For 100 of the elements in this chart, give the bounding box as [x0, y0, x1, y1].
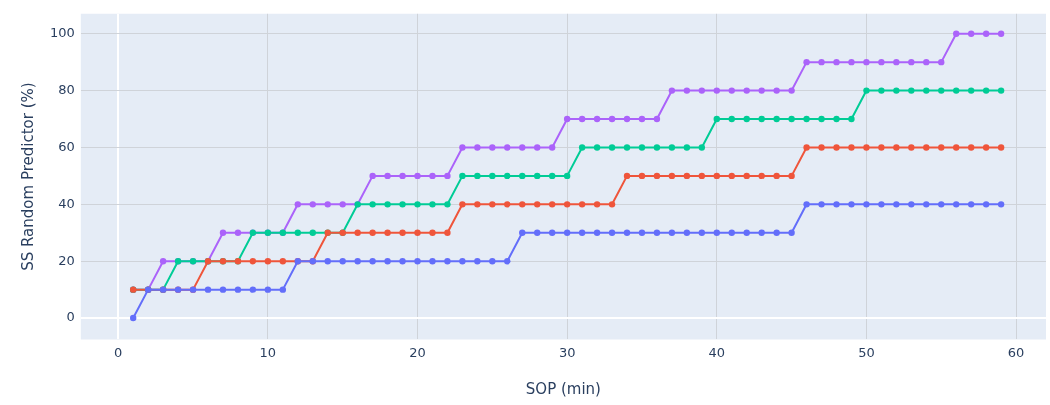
point	[234, 229, 242, 236]
point	[578, 229, 586, 236]
point	[982, 30, 990, 37]
point	[878, 58, 885, 66]
point	[384, 172, 391, 180]
point	[444, 229, 451, 236]
point	[728, 229, 735, 236]
point	[728, 87, 735, 94]
point	[743, 87, 750, 94]
point	[713, 172, 720, 180]
x-tick-label: 20	[409, 344, 426, 360]
point	[698, 87, 706, 94]
point	[982, 144, 990, 151]
point	[534, 201, 541, 208]
point	[893, 58, 900, 66]
point	[953, 144, 960, 151]
point	[982, 201, 990, 208]
point	[384, 258, 391, 265]
point	[638, 172, 646, 180]
point	[728, 172, 735, 180]
point	[444, 172, 451, 180]
point	[264, 258, 272, 265]
point	[683, 172, 691, 180]
point	[803, 58, 810, 66]
point	[309, 229, 316, 236]
point	[459, 258, 466, 265]
point	[608, 115, 616, 123]
point	[938, 144, 945, 151]
point	[728, 115, 735, 123]
point	[369, 258, 376, 265]
point	[997, 201, 1005, 208]
point	[608, 144, 616, 151]
point	[833, 144, 840, 151]
point	[713, 87, 720, 94]
point	[489, 258, 496, 265]
point	[324, 258, 331, 265]
point	[608, 201, 616, 208]
point	[234, 286, 242, 293]
point	[893, 201, 900, 208]
point	[294, 201, 301, 208]
point	[758, 115, 765, 123]
point	[534, 172, 541, 180]
point	[773, 115, 780, 123]
point	[683, 87, 691, 94]
point	[279, 286, 287, 293]
point	[414, 201, 421, 208]
point	[279, 258, 287, 265]
point	[758, 229, 765, 236]
point	[743, 229, 750, 236]
point	[474, 144, 481, 151]
point	[474, 201, 481, 208]
point	[519, 229, 526, 236]
point	[593, 115, 601, 123]
point	[698, 229, 706, 236]
point	[803, 201, 810, 208]
point	[264, 286, 272, 293]
x-tick-label: 0	[114, 344, 123, 360]
point	[788, 87, 795, 94]
point	[249, 286, 257, 293]
y-tick-label: 0	[66, 309, 75, 325]
point	[698, 172, 706, 180]
point	[623, 172, 631, 180]
point	[803, 115, 810, 123]
point	[578, 201, 586, 208]
point	[429, 201, 436, 208]
point	[923, 87, 930, 94]
point	[548, 144, 556, 151]
point	[369, 229, 376, 236]
point	[459, 201, 466, 208]
point	[997, 144, 1005, 151]
point	[923, 201, 930, 208]
point	[414, 172, 421, 180]
point	[848, 144, 855, 151]
point	[294, 229, 301, 236]
point	[548, 201, 556, 208]
point	[578, 115, 586, 123]
point	[758, 172, 765, 180]
point	[623, 229, 631, 236]
point	[623, 115, 631, 123]
point	[489, 201, 496, 208]
point	[638, 115, 646, 123]
point	[593, 144, 601, 151]
point	[578, 144, 586, 151]
point	[638, 229, 646, 236]
point	[653, 229, 661, 236]
point	[444, 201, 451, 208]
y-tick-label: 80	[58, 81, 75, 97]
point	[593, 201, 601, 208]
point	[563, 229, 571, 236]
point	[668, 172, 676, 180]
point	[773, 172, 780, 180]
y-axis-title: SS Random Predictor (%)	[18, 82, 37, 271]
point	[938, 58, 945, 66]
point	[953, 201, 960, 208]
point	[399, 201, 406, 208]
point	[563, 201, 571, 208]
point	[773, 87, 780, 94]
y-tick-label: 60	[58, 138, 75, 154]
point	[399, 229, 406, 236]
point	[967, 144, 975, 151]
